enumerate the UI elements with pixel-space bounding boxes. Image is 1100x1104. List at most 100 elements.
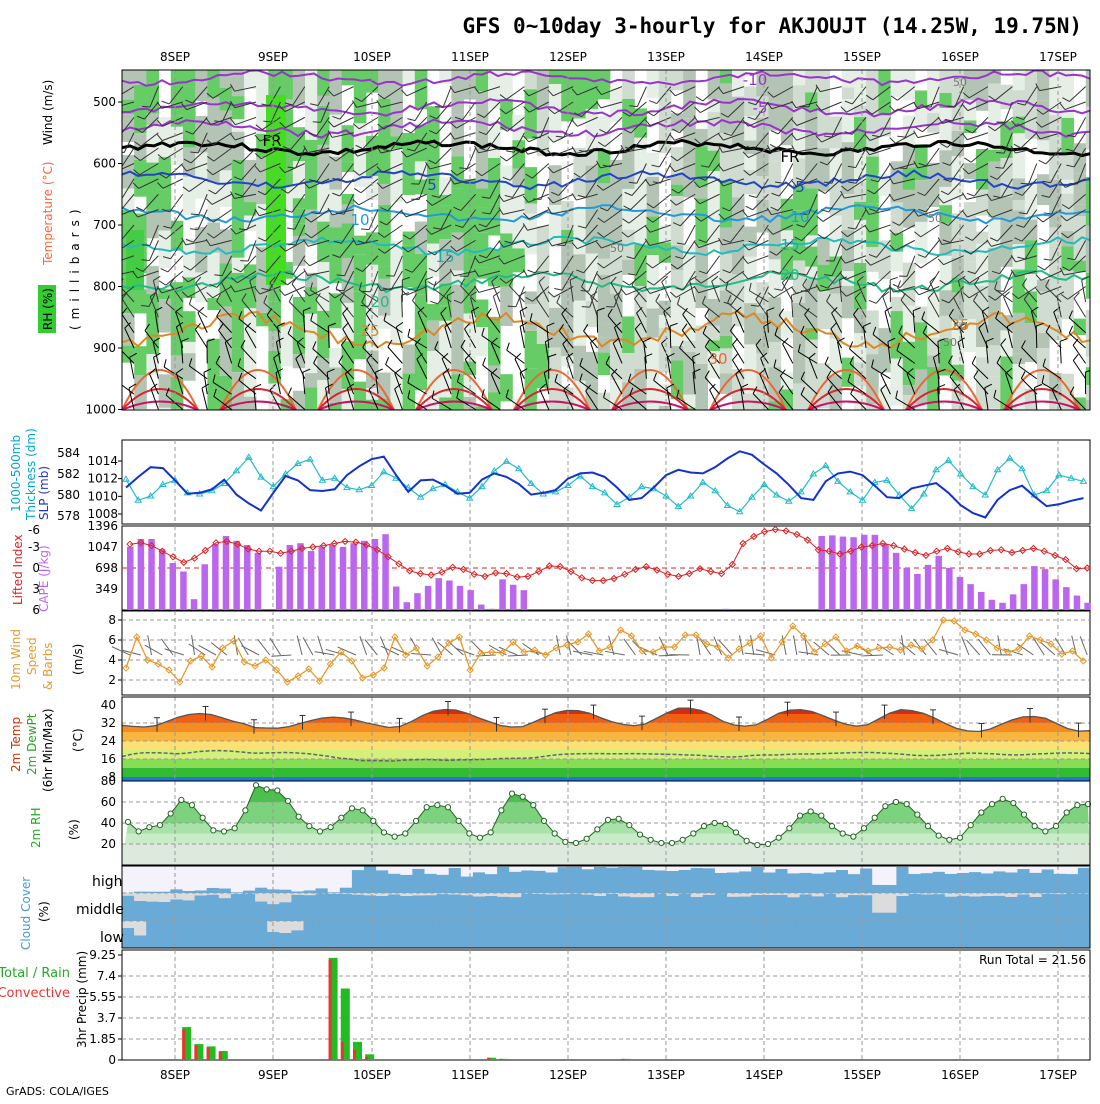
rh-cell xyxy=(842,286,855,318)
rh-cell xyxy=(988,377,1001,409)
cloud-cover-bar xyxy=(376,870,388,893)
cloud-gap xyxy=(146,893,158,902)
rh-point xyxy=(520,794,525,799)
isotherm-label: 15 xyxy=(435,248,454,266)
cloud-gap xyxy=(170,866,182,889)
rh-point xyxy=(648,837,653,842)
cloud-cover-bar xyxy=(533,871,545,893)
rh-cell xyxy=(891,202,904,216)
precip-tick-label: 9.25 xyxy=(89,948,116,962)
temp-label-1: 2m Temp xyxy=(9,717,23,772)
cloud-cover-bar xyxy=(400,921,412,948)
rh-cell xyxy=(281,322,294,366)
cloud-cover-bar xyxy=(606,921,618,948)
cloud-cover-bar xyxy=(1042,894,1054,921)
rh-point xyxy=(573,840,578,845)
cloud-gap xyxy=(848,866,860,874)
rh-point xyxy=(947,837,952,842)
cloud-cover-bar xyxy=(134,935,146,948)
bottom-date-label: 14SEP xyxy=(745,1068,783,1082)
upper-rh-label: RH (%) xyxy=(41,288,55,330)
rh-point xyxy=(168,811,173,816)
wind-barb-flag xyxy=(142,106,150,107)
cape-bar xyxy=(297,543,304,610)
cape-bar xyxy=(170,563,177,610)
cloud-cover-bar xyxy=(618,921,630,948)
rh-cell xyxy=(830,116,843,148)
cape-bar xyxy=(914,574,921,610)
rh-cell xyxy=(195,70,208,101)
rh-cell xyxy=(586,109,599,150)
cloud-gap xyxy=(969,866,981,872)
cloud-gap xyxy=(122,866,134,893)
rh-cell xyxy=(378,205,391,229)
precip-convective-bar xyxy=(499,1059,502,1060)
rh-point xyxy=(808,809,813,814)
cape-tick-label: 1396 xyxy=(87,519,118,533)
cloud-cover-bar xyxy=(667,871,679,893)
rh-cell xyxy=(183,70,196,87)
isotherm-label: 5 xyxy=(795,178,805,196)
cape-bar xyxy=(233,541,240,610)
cloud-cover-bar xyxy=(824,872,836,893)
cloud-gap xyxy=(183,893,195,900)
cloud-cover-bar xyxy=(703,921,715,948)
rh-point xyxy=(285,798,290,803)
cloud-cover-bar xyxy=(170,921,182,948)
cloud-cover-bar xyxy=(279,902,291,921)
precip-label-total: Total / Rain xyxy=(0,966,70,981)
rh-cell xyxy=(854,202,867,220)
cloud-gap xyxy=(788,866,800,873)
cloud-cover-bar xyxy=(533,894,545,921)
rh-point xyxy=(765,841,770,846)
rh-tick-label: 20 xyxy=(101,837,116,851)
cloud-gap xyxy=(219,866,231,888)
rh-cell xyxy=(659,406,672,440)
rh-point xyxy=(189,803,194,808)
cloud-gap xyxy=(219,893,231,898)
cloud-cover-bar xyxy=(691,897,703,921)
rh-point xyxy=(840,831,845,836)
cape-bar xyxy=(223,536,230,610)
rh-cell xyxy=(891,252,904,272)
precip-frame xyxy=(122,950,1090,1060)
wind-barb-flag xyxy=(191,214,199,215)
rh-point xyxy=(211,828,216,833)
rh-point xyxy=(733,830,738,835)
bottom-date-label: 11SEP xyxy=(451,1068,489,1082)
rh-cell xyxy=(378,99,391,124)
precip-tick-label: 7.4 xyxy=(97,969,116,983)
cloud-cover-bar xyxy=(461,895,473,921)
run-total: Run Total = 21.56 xyxy=(979,953,1086,967)
cloud-cover-bar xyxy=(594,921,606,948)
rh-cell xyxy=(1074,261,1087,273)
rh-cell xyxy=(952,258,965,277)
cape-bar xyxy=(1042,569,1049,610)
rh-cell xyxy=(390,184,403,202)
cloud-gap xyxy=(884,893,896,913)
temp-label-3: (6hr Min/Max) xyxy=(41,709,55,793)
cloud-cover-bar xyxy=(376,921,388,948)
rh-point xyxy=(936,833,941,838)
rh-cell xyxy=(647,387,660,422)
cloud-cover-bar xyxy=(667,921,679,948)
rh-cell xyxy=(988,345,1001,366)
wind-barb xyxy=(597,311,598,333)
cloud-gap xyxy=(1030,866,1042,873)
rh-cell xyxy=(488,365,501,392)
rh-cell xyxy=(1086,177,1099,226)
wind-barb-flag xyxy=(1021,183,1029,184)
precip-tick-label: 3.7 xyxy=(97,1011,116,1025)
cloud-cover-bar xyxy=(739,897,751,921)
rh-cell xyxy=(1037,140,1050,153)
cape-bar xyxy=(957,577,964,610)
rh-point xyxy=(563,839,568,844)
cloud-cover-bar xyxy=(425,895,437,921)
cloud-cover-bar xyxy=(945,921,957,948)
cloud-gap xyxy=(183,866,195,891)
rh-point xyxy=(829,824,834,829)
cloud-high-label: high xyxy=(92,874,123,890)
precip-convective-bar xyxy=(353,1050,356,1060)
